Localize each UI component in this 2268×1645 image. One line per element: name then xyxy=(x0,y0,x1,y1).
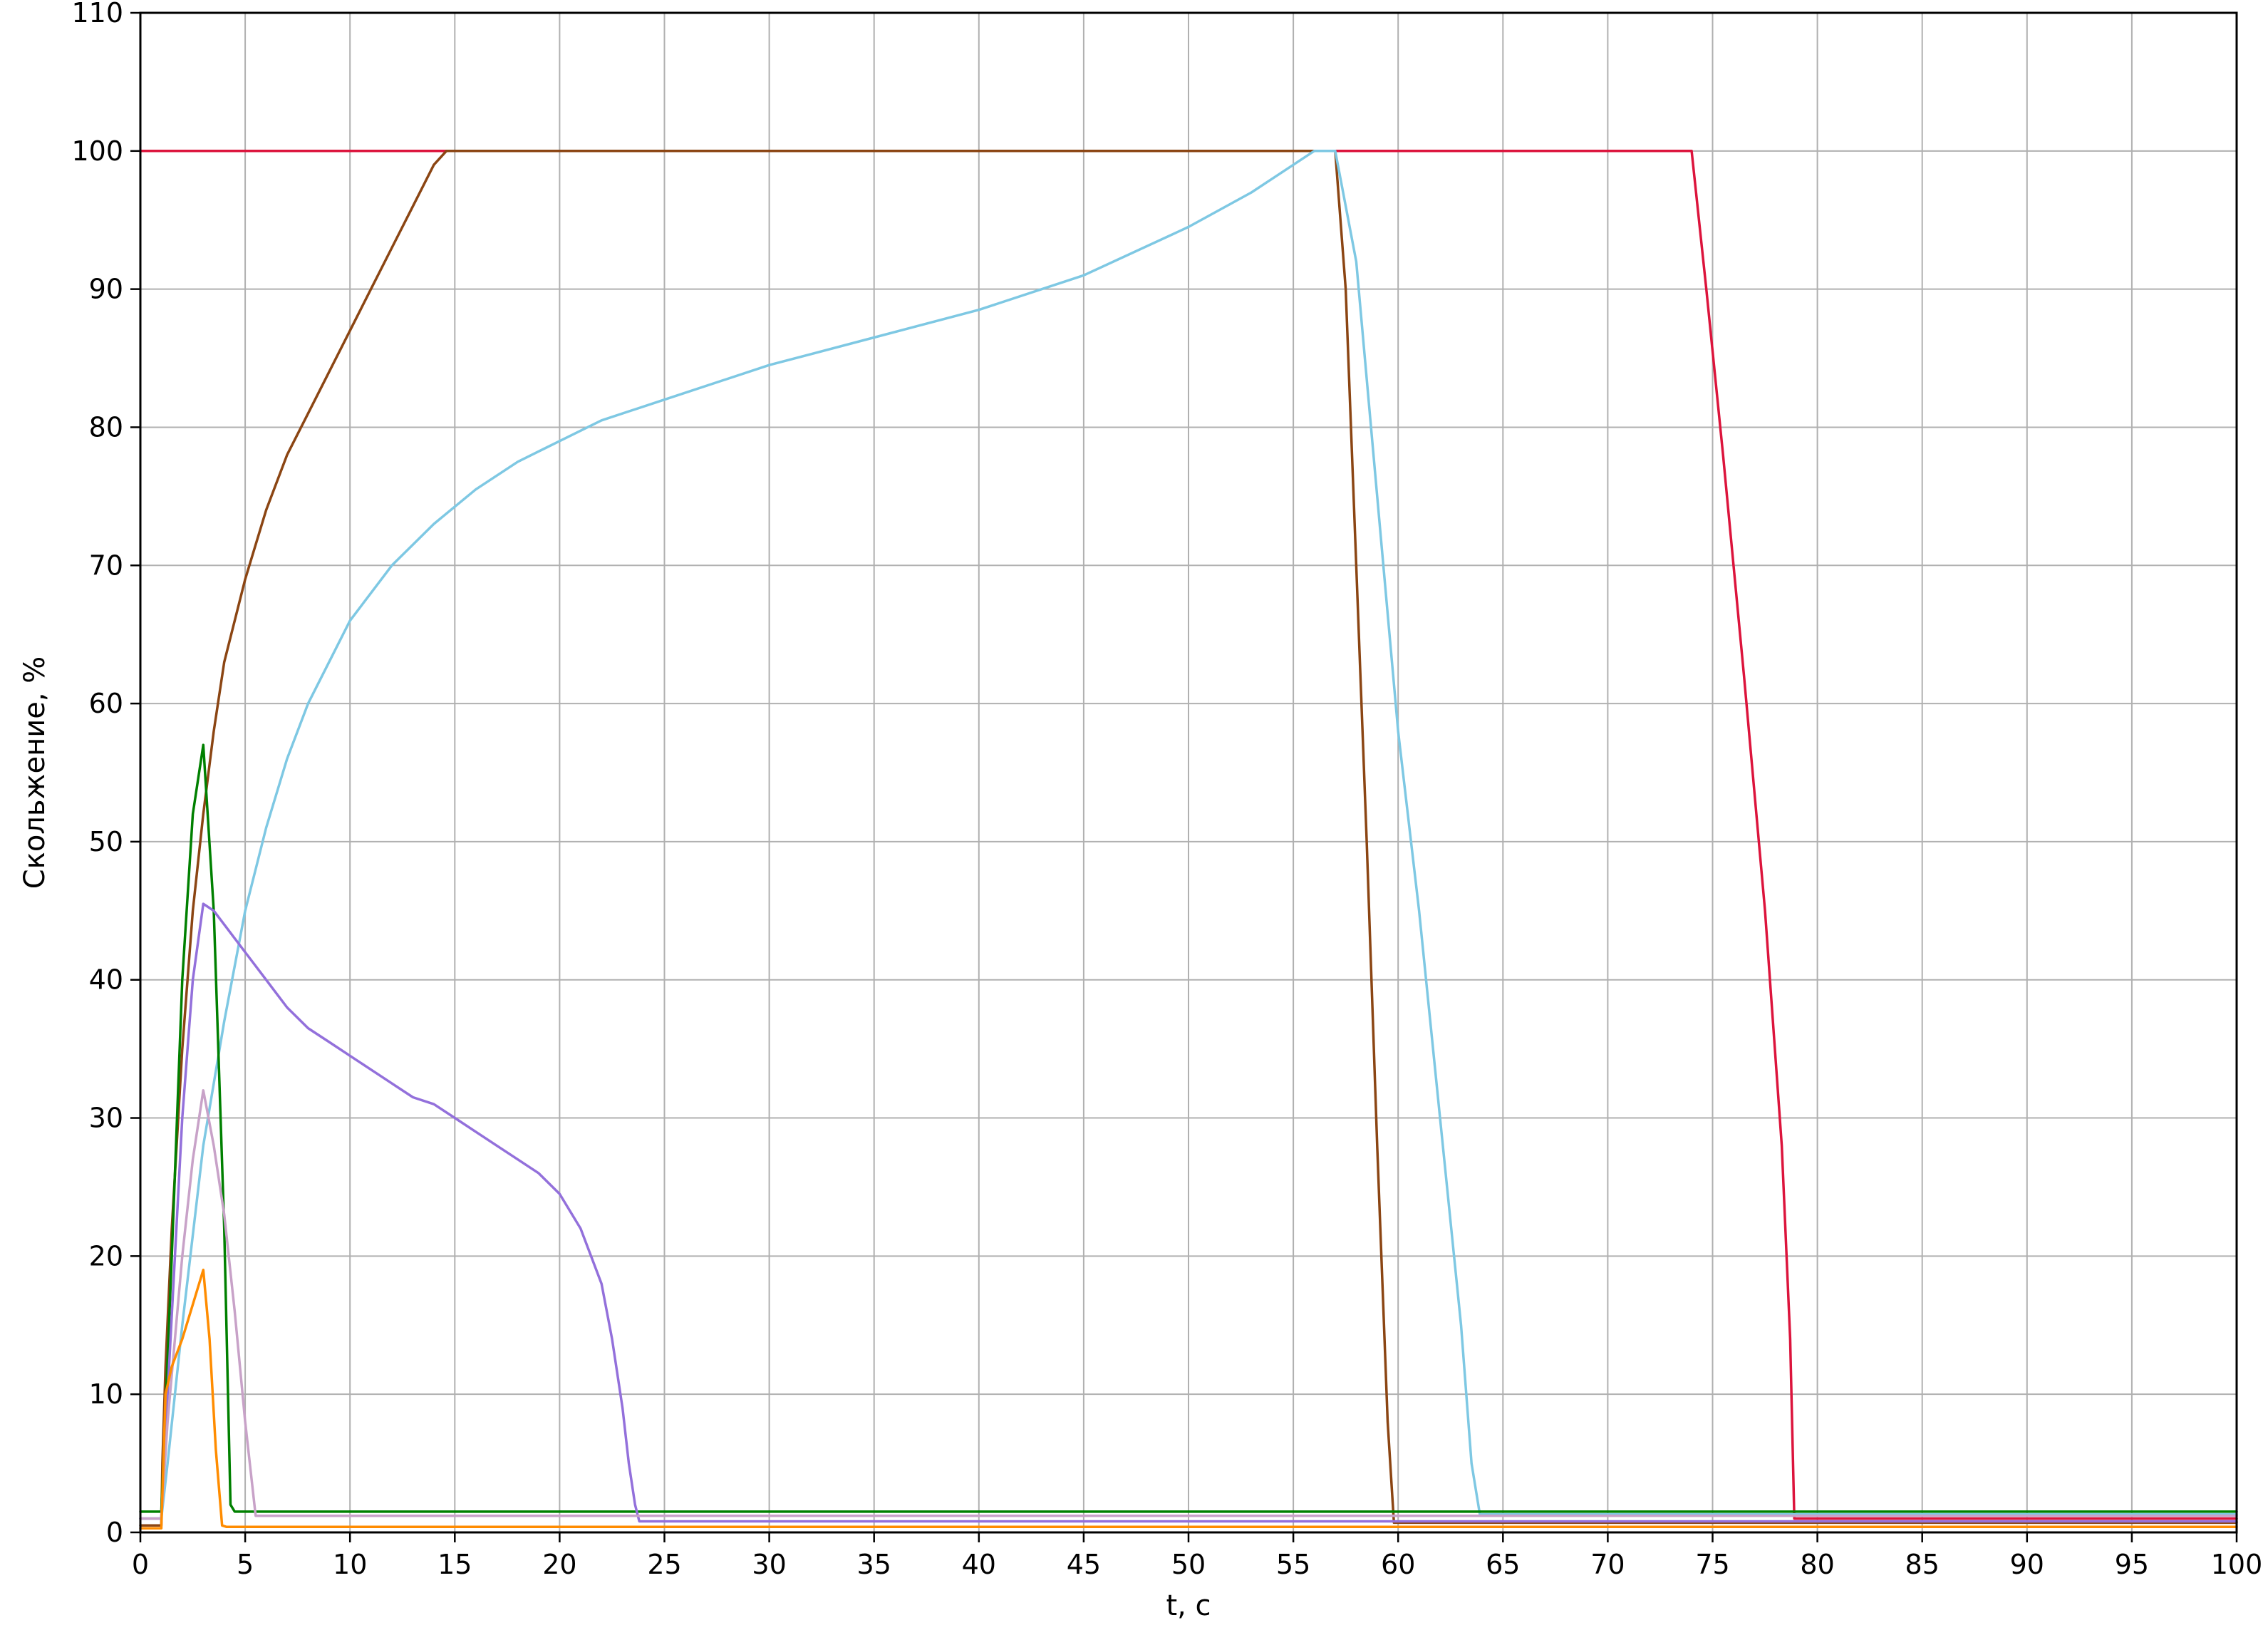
x-tick-label-5: 25 xyxy=(647,1549,681,1580)
series-line-1 xyxy=(139,150,2238,1527)
x-tick-label-12: 60 xyxy=(1381,1549,1415,1580)
x-tick-label-3: 15 xyxy=(437,1549,472,1580)
y-tick-label-4: 40 xyxy=(89,964,123,996)
x-tick-label-10: 50 xyxy=(1171,1549,1206,1580)
x-tick-label-9: 45 xyxy=(1067,1549,1101,1580)
x-tick-label-2: 10 xyxy=(333,1549,367,1580)
y-tick-label-6: 60 xyxy=(89,688,123,719)
x-tick-label-14: 70 xyxy=(1590,1549,1625,1580)
y-tick-label-5: 50 xyxy=(89,826,123,857)
y-tick-label-2: 20 xyxy=(89,1240,123,1272)
x-tick-label-15: 75 xyxy=(1695,1549,1729,1580)
y-tick-label-10: 100 xyxy=(71,135,123,167)
ticks: 0 5 10 15 20 25 30 35 40 45 50 55 60 65 70 75 80 85 90 95 10… xyxy=(71,0,2262,1580)
y-tick-label-9: 90 xyxy=(89,274,123,305)
x-tick-label-4: 20 xyxy=(542,1549,576,1580)
y-tick-label-3: 30 xyxy=(89,1103,123,1134)
y-tick-label-7: 70 xyxy=(89,550,123,581)
x-tick-label-19: 95 xyxy=(2115,1549,2149,1580)
x-tick-label-7: 35 xyxy=(857,1549,891,1580)
y-tick-label-8: 80 xyxy=(89,411,123,443)
x-tick-label-13: 65 xyxy=(1486,1549,1520,1580)
x-tick-label-0: 0 xyxy=(132,1549,149,1580)
series-layer xyxy=(139,150,2238,1530)
x-tick-label-6: 30 xyxy=(752,1549,786,1580)
x-tick-label-18: 90 xyxy=(2010,1549,2044,1580)
x-tick-label-16: 80 xyxy=(1800,1549,1834,1580)
series-line-0 xyxy=(139,150,2238,1520)
x-tick-label-1: 5 xyxy=(237,1549,254,1580)
y-tick-label-0: 0 xyxy=(106,1517,123,1548)
x-axis-label: t, c xyxy=(1166,1589,1211,1622)
y-tick-label-1: 10 xyxy=(89,1378,123,1410)
series-line-3 xyxy=(139,743,2238,1513)
series-line-6 xyxy=(139,1268,2238,1530)
x-tick-label-8: 40 xyxy=(962,1549,996,1580)
x-tick-label-17: 85 xyxy=(1905,1549,1940,1580)
series-line-5 xyxy=(139,1089,2238,1520)
x-tick-label-20: 100 xyxy=(2211,1549,2263,1580)
grid xyxy=(140,12,2237,1533)
x-tick-label-11: 55 xyxy=(1276,1549,1310,1580)
series-line-2 xyxy=(139,150,2238,1520)
y-tick-label-11: 110 xyxy=(71,0,123,29)
series-line-4 xyxy=(139,902,2238,1523)
y-axis-label: Скольжение, % xyxy=(19,656,51,889)
